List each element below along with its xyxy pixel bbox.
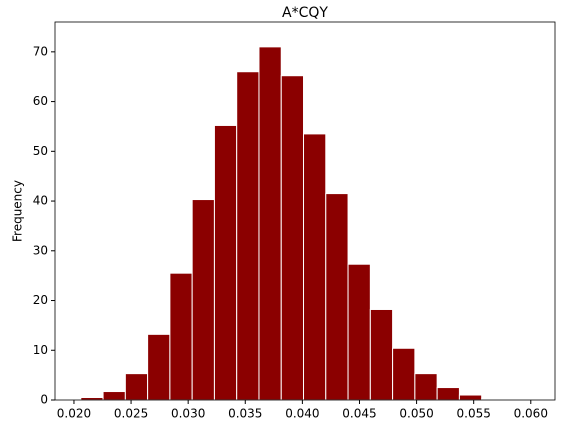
bar xyxy=(369,308,394,401)
chart-title: A*CQY xyxy=(282,5,328,21)
x-tick-label: 0.055 xyxy=(457,407,491,421)
x-tick-label: 0.025 xyxy=(114,407,148,421)
plot-frame xyxy=(54,21,556,401)
bar xyxy=(347,263,371,401)
x-tick-label: 0.060 xyxy=(514,407,548,421)
x-tick-label: 0.050 xyxy=(399,407,433,421)
bar xyxy=(458,394,483,401)
y-tick-label: 30 xyxy=(33,243,48,257)
y-tick-label: 10 xyxy=(33,343,48,357)
bar xyxy=(303,133,327,401)
y-tick-label: 60 xyxy=(33,94,48,108)
bar xyxy=(280,75,305,401)
x-tick-label: 0.030 xyxy=(171,407,205,421)
bar xyxy=(258,46,282,401)
bar xyxy=(213,124,238,401)
y-tick-label: 50 xyxy=(33,144,48,158)
x-tick-label: 0.035 xyxy=(228,407,262,421)
bar xyxy=(191,199,215,401)
x-tick-label: 0.040 xyxy=(285,407,319,421)
y-axis-label: Frequency xyxy=(11,180,25,242)
bar xyxy=(169,272,193,401)
bar xyxy=(236,71,260,401)
y-tick-label: 70 xyxy=(33,44,48,58)
bar xyxy=(147,333,171,401)
y-tick-label: 20 xyxy=(33,293,48,307)
bar xyxy=(124,373,149,401)
x-tick-label: 0.020 xyxy=(57,407,91,421)
y-tick-label: 40 xyxy=(33,194,48,208)
bar xyxy=(325,193,349,401)
y-tick-label: 0 xyxy=(40,393,48,407)
bar xyxy=(102,391,126,401)
x-tick-label: 0.045 xyxy=(342,407,376,421)
bar xyxy=(414,373,438,401)
bar xyxy=(392,347,416,401)
bar xyxy=(436,387,460,401)
